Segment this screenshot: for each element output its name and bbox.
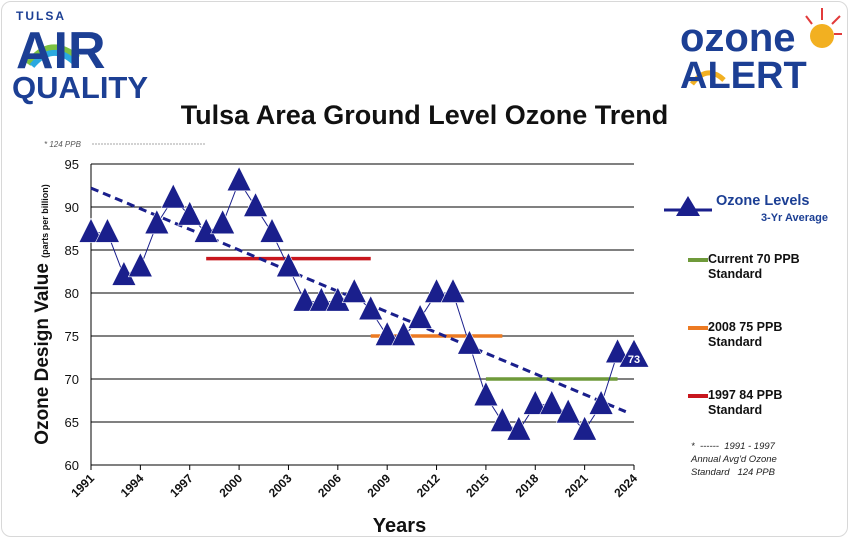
x-tick-2006: 2006 [315, 471, 344, 500]
x-tick-1991: 1991 [68, 471, 97, 500]
x-tick-2024: 2024 [611, 471, 640, 500]
ozone-marker-1994 [128, 253, 152, 277]
x-axis-title: Years [373, 515, 426, 537]
ozone-marker-2015 [474, 382, 498, 406]
ozone-marker-1992 [95, 218, 119, 242]
y-tick-90: 90 [65, 200, 79, 215]
ozone-marker-1999 [211, 210, 235, 234]
x-tick-2018: 2018 [513, 471, 542, 500]
y-tick-65: 65 [65, 415, 79, 430]
legend-swatch-70 [688, 258, 708, 262]
x-tick-2015: 2015 [463, 471, 492, 500]
x-tick-1997: 1997 [167, 471, 196, 500]
y-axis-title-unit: (parts per billion) [40, 184, 50, 258]
ozone-series: 73 [79, 167, 649, 440]
ozone-marker-2000 [227, 167, 251, 191]
ozone-marker-2019 [540, 390, 564, 414]
x-tick-labels: 1991 1994 1997 2000 2003 2006 2009 2012 2015 2018… [68, 465, 640, 500]
x-tick-2003: 2003 [266, 471, 295, 500]
footnote-124-ppb: * ------ 1991 - 1997 Annual Avg'd Ozone … [691, 440, 777, 479]
x-tick-1994: 1994 [118, 471, 147, 500]
ozone-marker-2007 [342, 279, 366, 303]
legend-swatch-84 [688, 394, 708, 398]
y-tick-85: 85 [65, 243, 79, 258]
ozone-marker-2002 [260, 218, 284, 242]
ozone-marker-2014 [457, 330, 481, 354]
legend-ozone-label: Ozone Levels [716, 193, 836, 209]
ozone-marker-2016 [490, 408, 514, 432]
ozone-marker-1995 [145, 210, 169, 234]
x-tick-2009: 2009 [365, 471, 394, 500]
x-tick-2021: 2021 [562, 471, 591, 500]
y-tick-80: 80 [65, 286, 79, 301]
legend-triangle-icon [664, 194, 714, 218]
legend-ozone-sublabel: 3-Yr Average [716, 212, 828, 224]
y-axis-title-main: Ozone Design Value [32, 258, 53, 445]
legend-label-84: 1997 84 PPB Standard [708, 388, 828, 418]
x-tick-2012: 2012 [414, 471, 443, 500]
ozone-marker-2003 [276, 253, 300, 277]
standard-lines [206, 259, 617, 379]
y-tick-labels: 60 65 70 75 80 85 90 95 [65, 157, 79, 473]
ozone-marker-2001 [244, 193, 268, 217]
ozone-series-line [91, 181, 618, 430]
y-axis-title: Ozone Design Value (parts per billion) [32, 184, 53, 444]
ozone-marker-2013 [441, 279, 465, 303]
x-tick-2000: 2000 [216, 471, 245, 500]
ozone-marker-1996 [161, 184, 185, 208]
legend-label-75: 2008 75 PPB Standard [708, 320, 828, 350]
legend-swatch-75 [688, 326, 708, 330]
y-tick-70: 70 [65, 372, 79, 387]
ozone-marker-2011 [408, 304, 432, 328]
y-tick-75: 75 [65, 329, 79, 344]
y-tick-95: 95 [65, 157, 79, 172]
legend-label-70: Current 70 PPB Standard [708, 252, 828, 282]
annotation-124-ppb: * 124 PPB [44, 140, 82, 149]
y-tick-60: 60 [65, 458, 79, 473]
ozone-latest-value-label: 73 [628, 354, 640, 366]
ozone-marker-2022 [589, 390, 613, 414]
